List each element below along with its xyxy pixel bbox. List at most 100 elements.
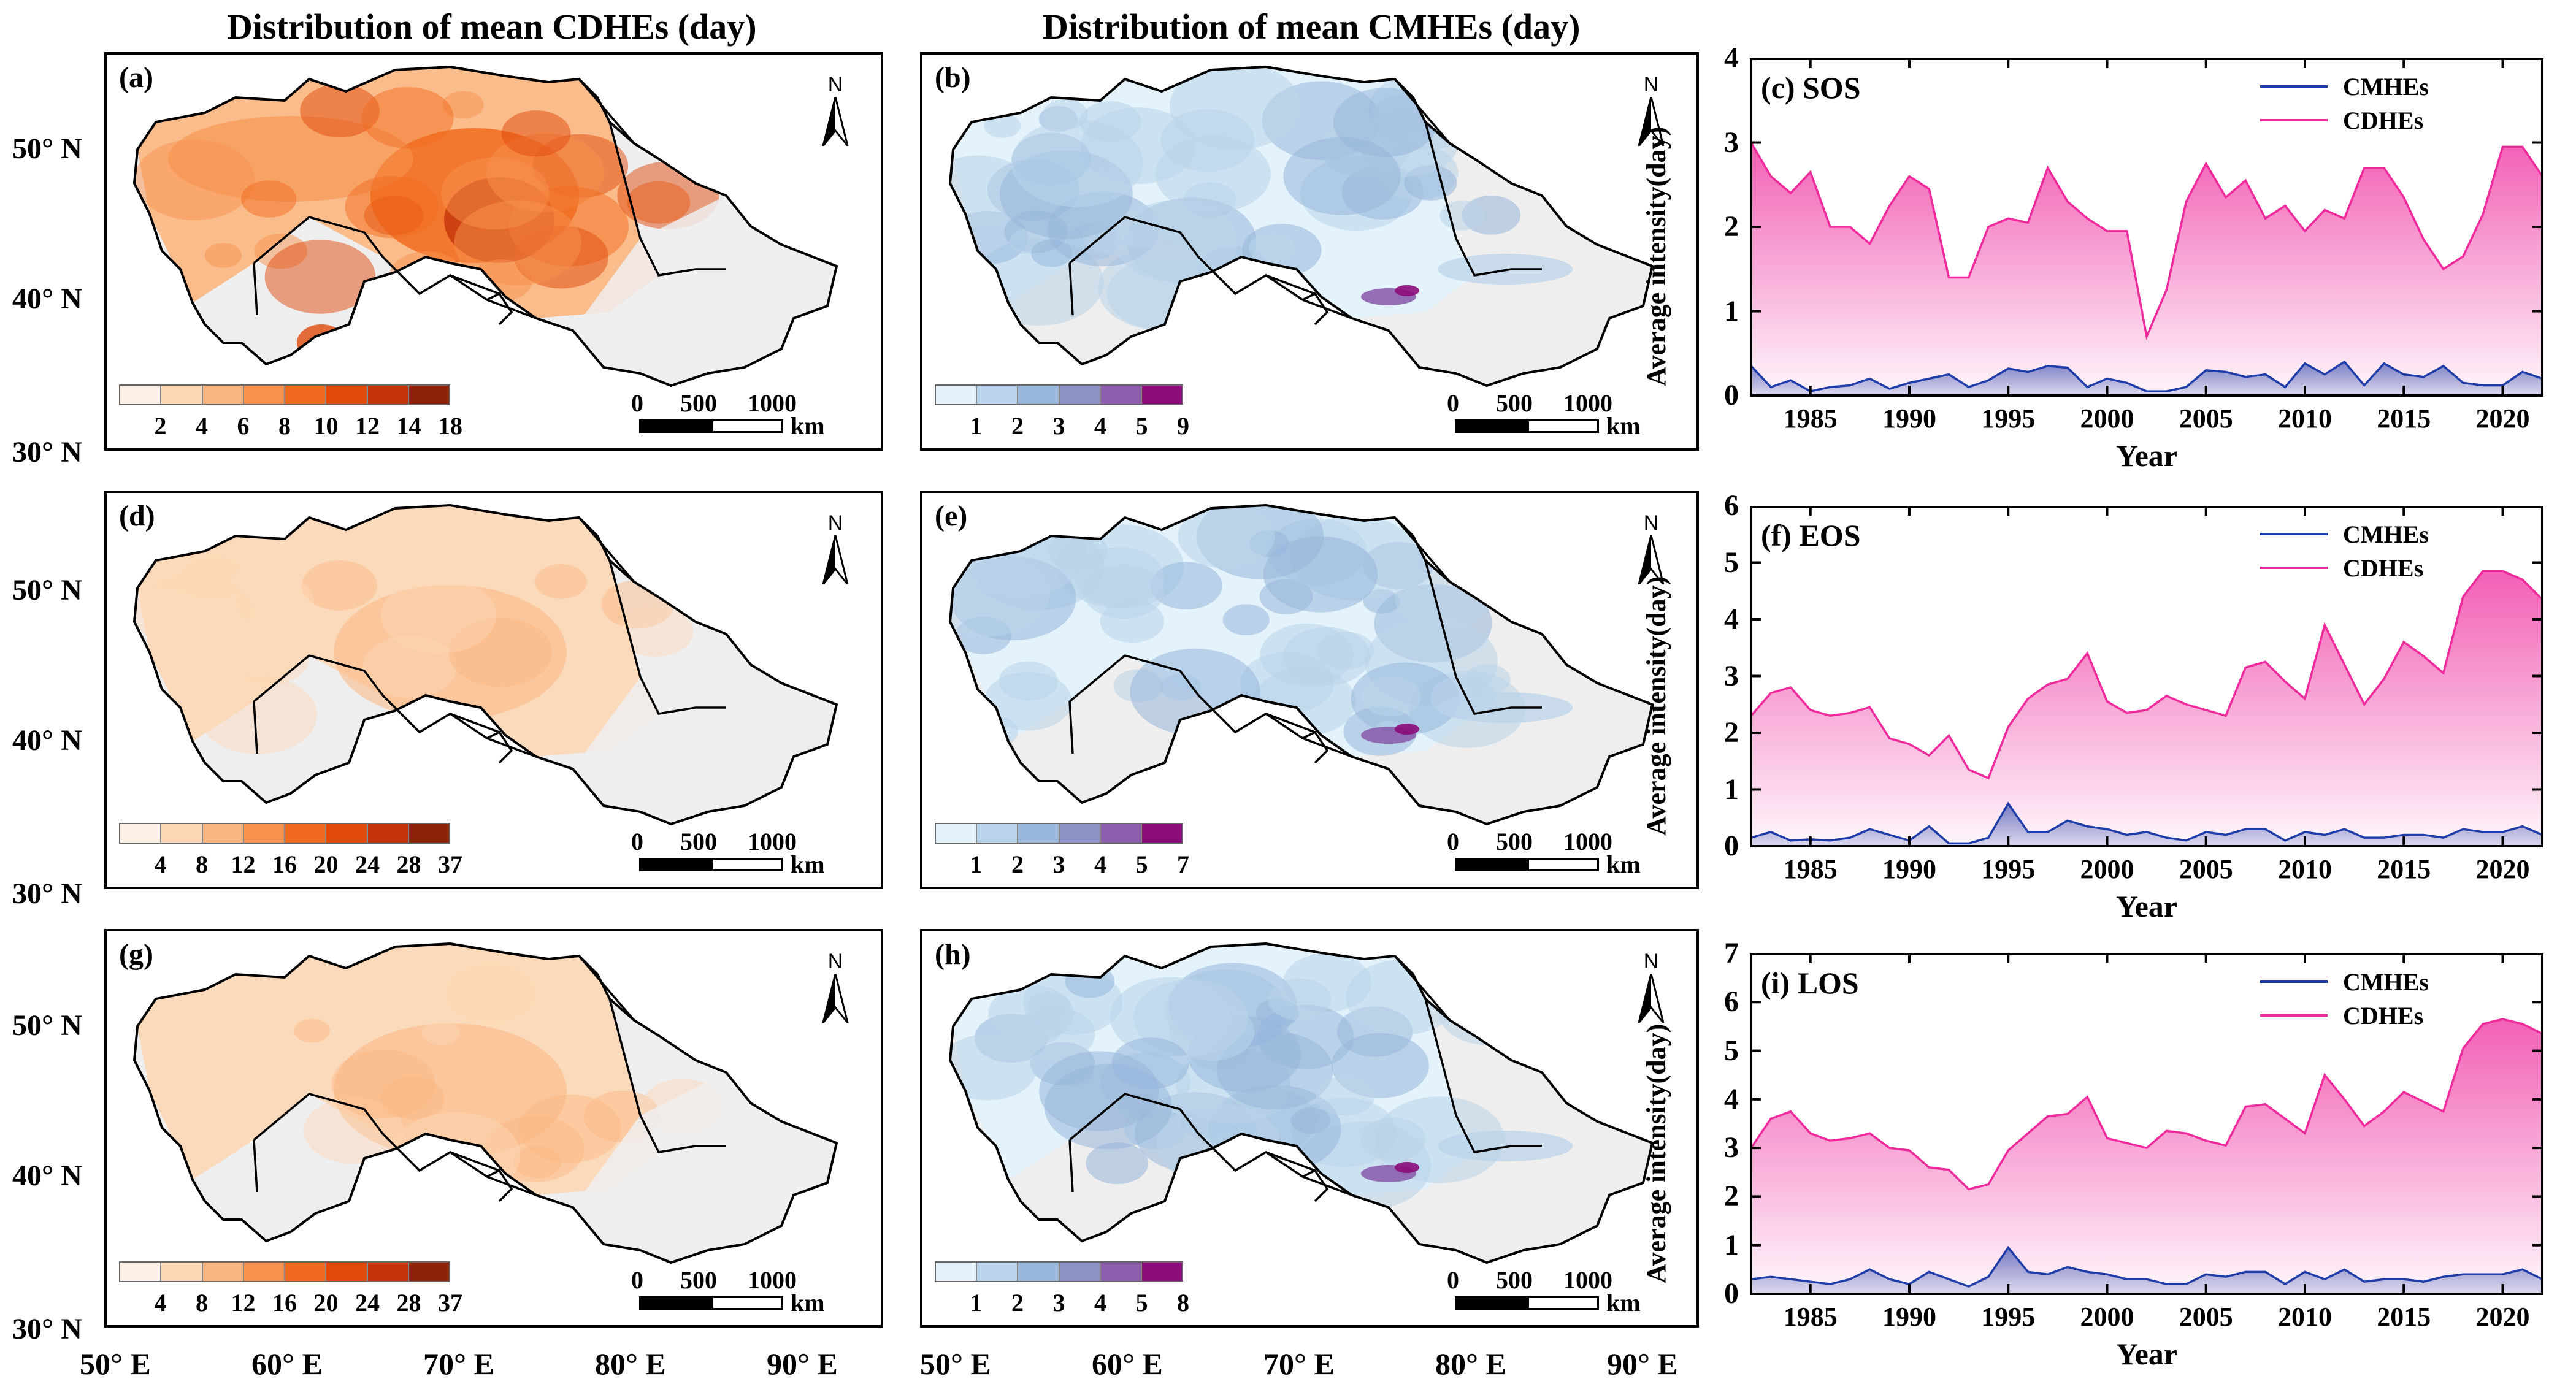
country-border	[1068, 262, 1074, 316]
legend-label-cmhe: CMHEs	[2343, 521, 2429, 548]
cmhe-column-title: Distribution of mean CMHEs (day)	[1043, 7, 1581, 47]
country-border	[578, 78, 635, 145]
scalebar-label: 1000	[748, 1266, 797, 1294]
y-tick-label: 2	[1724, 716, 1739, 749]
color-legend	[119, 1261, 450, 1282]
x-tick-label: 2000	[2080, 854, 2134, 884]
map-value-patch	[1031, 239, 1072, 267]
x-tick-label: 1995	[1981, 403, 2035, 434]
scalebar-label: 500	[680, 828, 717, 855]
map-raster	[950, 505, 1573, 757]
map-canvas	[132, 942, 838, 1264]
x-tick-label: 2010	[2278, 854, 2332, 884]
x-axis-label: Year	[2116, 1337, 2177, 1371]
map-canvas	[948, 942, 1654, 1264]
legend-label-cdhe: CDHEs	[2343, 554, 2423, 582]
y-tick-label: 4	[1724, 1082, 1739, 1115]
scalebar-label: 500	[680, 1266, 717, 1294]
legend-swatch	[1141, 1263, 1183, 1281]
legend-tick-label: 2	[1011, 1289, 1024, 1316]
legend-swatch	[202, 386, 244, 404]
legend-swatch	[408, 1263, 449, 1281]
legend-tick-label: 1	[970, 1289, 983, 1316]
legend-tick-label: 5	[1135, 850, 1148, 878]
map-value-patch	[1013, 1012, 1062, 1045]
country-border	[1302, 730, 1329, 764]
legend-swatch	[202, 824, 244, 843]
map-value-patch	[1222, 604, 1270, 636]
scale-bar	[1455, 858, 1599, 871]
scalebar-label: 1000	[1563, 389, 1612, 417]
north-arrow-glyph	[1638, 96, 1665, 147]
scalebar-label: 0	[631, 1266, 643, 1294]
map-value-patch	[134, 139, 255, 221]
country-border	[1265, 274, 1316, 295]
map-value-patch	[1150, 562, 1222, 610]
legend-tick-label: 3	[1052, 850, 1065, 878]
country-border	[450, 1151, 500, 1172]
y-tick-label: 7	[1724, 937, 1739, 969]
legend-swatch	[1018, 1263, 1060, 1281]
legend-swatch	[408, 824, 449, 843]
map-value-patch	[448, 617, 552, 687]
color-legend	[935, 823, 1183, 844]
country-border	[1265, 713, 1316, 733]
y-axis-label: Average intensity(day)	[1641, 126, 1671, 386]
north-arrow-icon: N	[820, 511, 851, 590]
north-arrow-glyph	[1638, 973, 1665, 1023]
x-axis-label: Year	[2116, 889, 2177, 923]
legend-tick-label: 12	[231, 850, 256, 878]
legend-label-cmhe: CMHEs	[2343, 968, 2429, 996]
map-value-patch	[361, 86, 454, 149]
north-arrow-glyph	[822, 535, 849, 585]
region-outline	[948, 65, 1654, 388]
color-legend	[935, 384, 1183, 405]
x-tick-label: 1985	[1784, 1302, 1838, 1332]
region-outline	[948, 503, 1654, 826]
map-value-patch	[297, 324, 346, 361]
legend-tick-label: 16	[272, 850, 297, 878]
color-legend	[119, 384, 450, 405]
legend-swatch	[367, 386, 409, 404]
map-value-patch	[438, 944, 569, 1028]
legend-labels: 4 8 12 16 20 24 28 37	[119, 1288, 463, 1319]
legend-swatch	[285, 386, 327, 404]
map-value-patch	[999, 661, 1058, 701]
plot-frame	[1750, 953, 2543, 1295]
longitude-label: 90° E	[767, 1347, 838, 1381]
legend-swatch	[408, 386, 449, 404]
y-tick-label: 1	[1724, 294, 1739, 327]
cdhe-area	[1751, 142, 2542, 395]
legend-tick-label: 4	[154, 1289, 167, 1316]
map-value-patch	[304, 1097, 404, 1164]
legend-swatch	[1141, 824, 1183, 843]
legend-swatch	[1018, 386, 1060, 404]
y-tick-label: 3	[1724, 659, 1739, 692]
x-tick-label: 1990	[1882, 403, 1936, 434]
map-value-patch	[1268, 978, 1332, 1021]
y-axis-label: Average intensity(day)	[1641, 1023, 1671, 1283]
longitude-label: 50° E	[80, 1347, 151, 1381]
country-border	[486, 1169, 513, 1202]
legend-tick-label: 18	[438, 412, 462, 440]
cmhe-area	[1751, 803, 2542, 846]
legend-tick-label: 6	[237, 412, 250, 440]
y-tick-label: 2	[1724, 210, 1739, 243]
map-value-patch	[294, 1018, 330, 1043]
y-tick-label: 1	[1724, 773, 1739, 806]
map-panel-h: (h) N 1 2 3 4 5 8 0 500 1000 km	[920, 929, 1699, 1328]
scalebar-label: 0	[631, 828, 643, 855]
map-value-patch	[135, 573, 253, 652]
y-tick-label: 6	[1724, 985, 1739, 1018]
map-value-patch	[485, 1115, 585, 1183]
x-tick-label: 2015	[2377, 403, 2431, 434]
latitude-label: 30° N	[12, 877, 82, 910]
map-value-patch	[573, 1072, 837, 1263]
map-value-patch	[617, 606, 693, 657]
legend-tick-label: 16	[272, 1289, 297, 1316]
latitude-label: 30° N	[12, 436, 82, 468]
scalebar-label: 0	[1447, 389, 1459, 417]
scale-bar	[639, 419, 783, 433]
map-panel-d: (d) N 4 8 12 16 20 24 28 37 0 500 1000 km	[104, 491, 883, 889]
x-tick-label: 2020	[2476, 1302, 2530, 1332]
